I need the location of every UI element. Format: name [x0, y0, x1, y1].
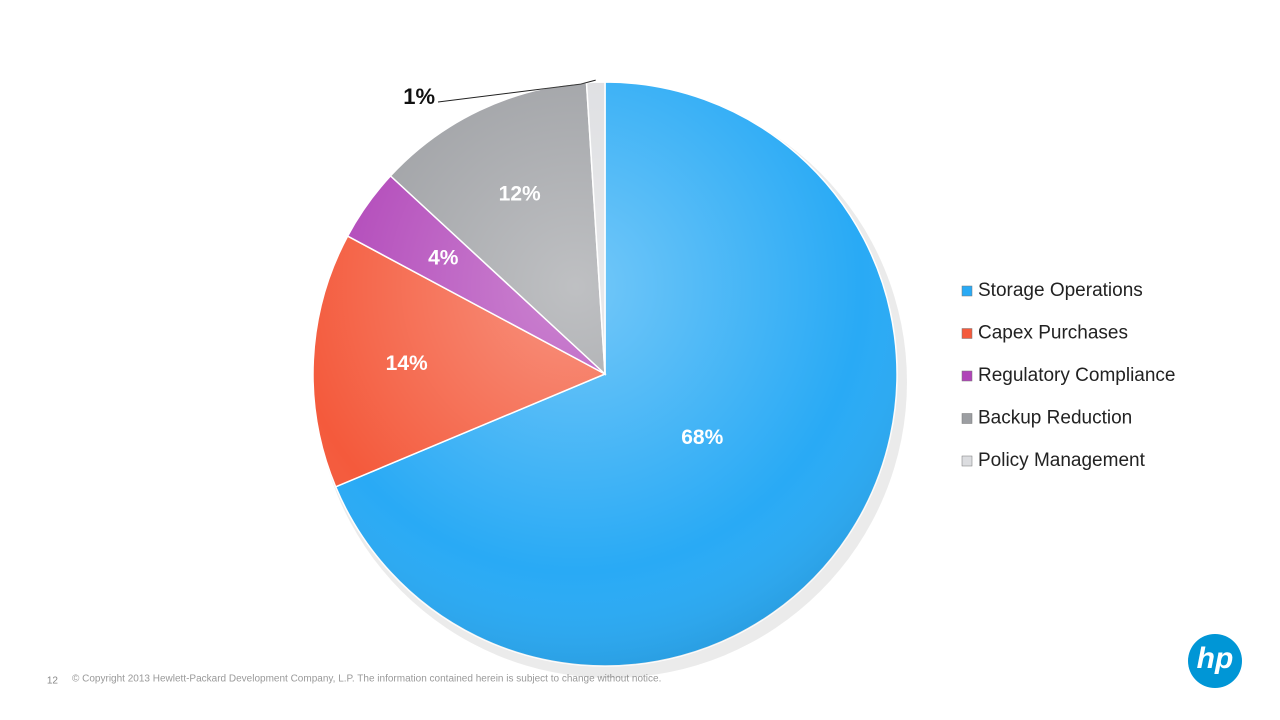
data-label: 14% [386, 352, 428, 375]
legend-label: Backup Reduction [978, 408, 1132, 429]
legend-swatch [961, 455, 973, 467]
logo-circle [1188, 634, 1242, 688]
legend-swatch [961, 285, 973, 297]
legend-swatch [961, 413, 973, 424]
data-label: 68% [681, 426, 723, 449]
data-label: 4% [428, 246, 459, 269]
legend-label: Storage Operations [978, 280, 1143, 301]
data-label: 1% [403, 84, 435, 109]
logo: hp [1197, 642, 1234, 675]
data-label: 12% [499, 182, 541, 205]
legend-swatch [961, 370, 973, 382]
legend-label: Regulatory Compliance [978, 365, 1176, 386]
copyright: © Copyright 2013 Hewlett-Packard Develop… [72, 674, 661, 685]
legend-label: Capex Purchases [978, 323, 1128, 344]
legend-swatch [961, 328, 973, 339]
page-number: 12 [47, 676, 59, 687]
legend-label: Policy Management [978, 450, 1146, 471]
